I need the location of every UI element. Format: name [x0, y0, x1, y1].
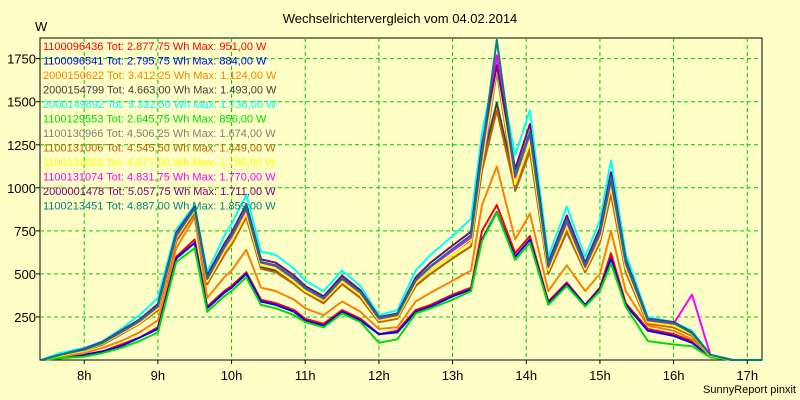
x-tick-label: 9h	[151, 368, 165, 383]
y-tick-label: 750	[14, 224, 36, 239]
x-tick-label: 13h	[442, 368, 464, 383]
x-tick-label: 11h	[295, 368, 316, 383]
series-line-11	[41, 38, 762, 361]
series-lines	[41, 38, 762, 361]
x-axis: 8h 9h 10h 11h 12h 13h 14h 15h 16h 17h	[77, 360, 758, 383]
x-tick-label: 15h	[589, 368, 611, 383]
y-tick-label: 250	[14, 310, 36, 325]
legend-entry: 1100096541 Tot: 2.795,75 Wh Max: 884,00 …	[43, 56, 267, 68]
series-line-5	[41, 211, 762, 361]
x-tick-label: 14h	[515, 368, 537, 383]
y-axis-unit: W	[35, 19, 48, 34]
y-tick-label: 1500	[7, 95, 36, 110]
x-tick-label: 10h	[221, 368, 243, 383]
x-tick-label: 16h	[663, 368, 685, 383]
legend-entry: 2000149692 Tot: 5.332,50 Wh Max: 1.736,0…	[43, 99, 277, 111]
y-axis: 250 500 750 1000 1250 1500 1750	[7, 52, 40, 325]
legend-entry: 1100131074 Tot: 4.831,75 Wh Max: 1.770,0…	[43, 172, 276, 184]
x-tick-label: 17h	[736, 368, 758, 383]
series-line-2	[41, 165, 762, 361]
legend-entry: 2000150622 Tot: 3.412,25 Wh Max: 1.124,0…	[43, 70, 277, 82]
legend-entry: 1100129553 Tot: 2.645,75 Wh Max: 856,00 …	[43, 114, 267, 126]
legend-entry: 1100213451 Tot: 4.887,00 Wh Max: 1.859,0…	[43, 201, 276, 213]
y-tick-label: 1750	[7, 52, 36, 67]
legend-entry: 2000001478 Tot: 5.057,75 Wh Max: 1.711,0…	[43, 186, 276, 198]
series-line-4	[41, 60, 762, 361]
legend-entry: 1100130966 Tot: 4.506,25 Wh Max: 1.674,0…	[43, 128, 276, 140]
legend: 1100096436 Tot: 2.877,75 Wh Max: 951,00 …	[43, 41, 277, 213]
x-tick-label: 8h	[77, 368, 91, 383]
legend-entry: 1100096436 Tot: 2.877,75 Wh Max: 951,00 …	[43, 41, 267, 53]
legend-entry: 1100131006 Tot: 4.545,50 Wh Max: 1.449,0…	[43, 143, 276, 155]
legend-entry: 2000154799 Tot: 4.663,00 Wh Max: 1.493,0…	[43, 85, 277, 97]
y-tick-label: 1250	[7, 138, 36, 153]
y-tick-label: 1000	[7, 181, 36, 196]
y-tick-label: 500	[14, 267, 36, 282]
x-tick-label: 12h	[368, 368, 390, 383]
footer-credit: SunnyReport pinxit	[703, 384, 796, 396]
legend-entry: 1100131025 Tot: 4.677,50 Wh Max: 1.705,0…	[43, 157, 276, 169]
chart-title: Wechselrichtervergleich vom 04.02.2014	[283, 11, 518, 26]
